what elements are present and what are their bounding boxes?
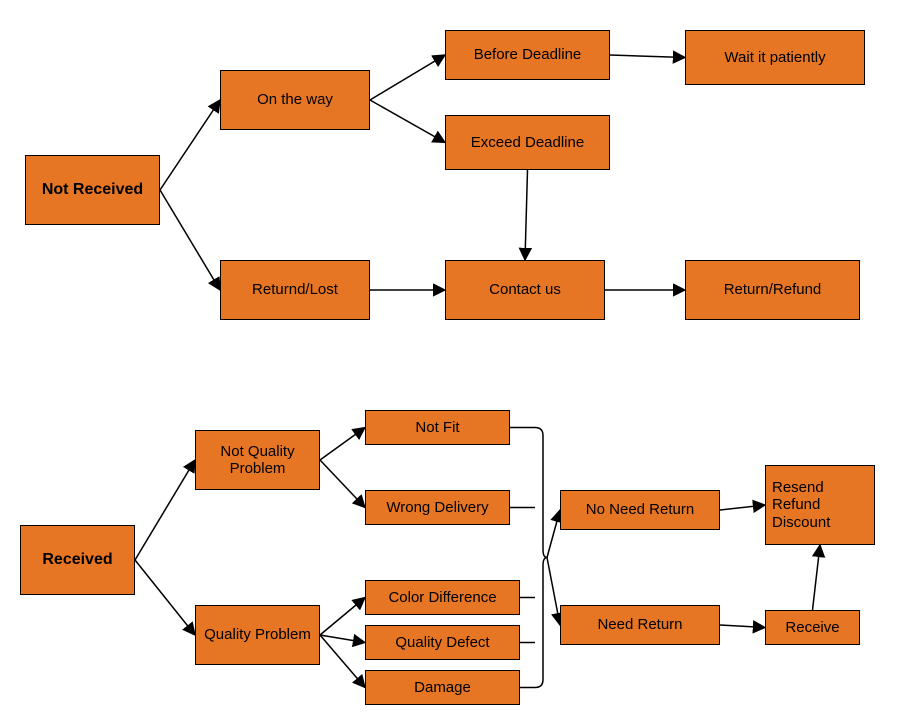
node-not-fit: Not Fit: [365, 410, 510, 445]
node-label: Returnd/Lost: [252, 281, 338, 298]
node-damage: Damage: [365, 670, 520, 705]
node-label: Received: [42, 551, 112, 569]
edge-quality-damage: [320, 635, 365, 688]
node-not-received: Not Received: [25, 155, 160, 225]
node-label: Need Return: [597, 616, 682, 633]
node-on-the-way: On the way: [220, 70, 370, 130]
edge-no-need-return-resend-refund-discount: [720, 505, 765, 510]
node-label: On the way: [257, 91, 333, 108]
node-label: Not Fit: [415, 419, 459, 436]
edge-receive-resend-refund-discount: [813, 545, 821, 610]
edge-not-quality-not-fit: [320, 428, 365, 461]
edge-need-return-receive: [720, 625, 765, 628]
node-wait-patiently: Wait it patiently: [685, 30, 865, 85]
edge-exceed-deadline-contact-us: [525, 170, 528, 260]
node-label: Contact us: [489, 281, 561, 298]
node-wrong-delivery: Wrong Delivery: [365, 490, 510, 525]
node-label: No Need Return: [586, 501, 694, 518]
edge-on-the-way-exceed-deadline: [370, 100, 445, 143]
edge-quality-color-diff: [320, 598, 365, 636]
edge-on-the-way-before-deadline: [370, 55, 445, 100]
node-label: Not Received: [42, 181, 143, 199]
node-label: Before Deadline: [474, 46, 582, 63]
node-label: Color Difference: [388, 589, 496, 606]
node-exceed-deadline: Exceed Deadline: [445, 115, 610, 170]
node-label: Exceed Deadline: [471, 134, 584, 151]
edge-received-quality: [135, 560, 195, 635]
flowchart-canvas: Not Received On the way Returnd/Lost Before…: [0, 0, 900, 725]
node-need-return: Need Return: [560, 605, 720, 645]
node-color-diff: Color Difference: [365, 580, 520, 615]
edge-before-deadline-wait-patiently: [610, 55, 685, 58]
node-resend-refund-discount: Resend Refund Discount: [765, 465, 875, 545]
node-label: Damage: [414, 679, 471, 696]
node-label: Wrong Delivery: [386, 499, 488, 516]
bracket-brace: [535, 428, 547, 688]
node-label: Not Quality Problem: [202, 443, 313, 478]
edge-not-received-on-the-way: [160, 100, 220, 190]
node-label: Quality Problem: [204, 626, 311, 643]
node-no-need-return: No Need Return: [560, 490, 720, 530]
edge-not-quality-wrong-delivery: [320, 460, 365, 508]
node-return-refund: Return/Refund: [685, 260, 860, 320]
node-returned-lost: Returnd/Lost: [220, 260, 370, 320]
node-label: Wait it patiently: [724, 49, 825, 66]
bracket-out-no-need-return: [547, 510, 560, 558]
node-label: Receive: [785, 619, 839, 636]
node-received: Received: [20, 525, 135, 595]
node-quality: Quality Problem: [195, 605, 320, 665]
edge-received-not-quality: [135, 460, 195, 560]
node-receive: Receive: [765, 610, 860, 645]
node-contact-us: Contact us: [445, 260, 605, 320]
bracket-out-need-return: [547, 558, 560, 626]
edge-quality-quality-defect: [320, 635, 365, 643]
node-quality-defect: Quality Defect: [365, 625, 520, 660]
node-label: Quality Defect: [395, 634, 489, 651]
node-label: Return/Refund: [724, 281, 822, 298]
node-before-deadline: Before Deadline: [445, 30, 610, 80]
node-not-quality: Not Quality Problem: [195, 430, 320, 490]
edge-not-received-returned-lost: [160, 190, 220, 290]
node-label: Resend Refund Discount: [772, 479, 830, 531]
